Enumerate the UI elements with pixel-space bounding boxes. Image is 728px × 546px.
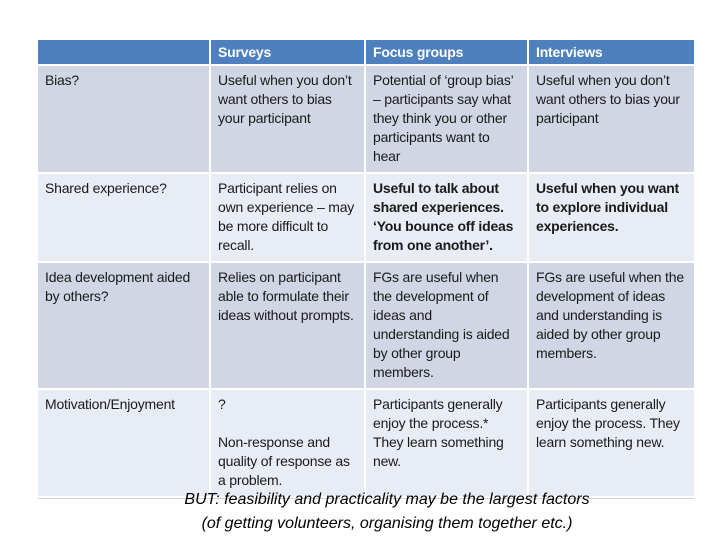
table-row-shared-experience: Shared experience? Participant relies on… xyxy=(38,174,694,263)
cell-motivation-focus-groups: Participants generally enjoy the process… xyxy=(366,390,529,498)
cell-bias-focus-groups: Potential of ‘group bias’ – participants… xyxy=(366,66,529,174)
column-header-interviews: Interviews xyxy=(529,40,694,66)
table-row-bias: Bias? Useful when you don’t want others … xyxy=(38,66,694,174)
comparison-table: Surveys Focus groups Interviews Bias? Us… xyxy=(38,40,694,499)
row-label-bias: Bias? xyxy=(38,66,211,174)
cell-shared-focus-groups: Useful to talk about shared experiences.… xyxy=(366,174,529,263)
row-label-idea-development: Idea development aided by others? xyxy=(38,263,211,390)
row-label-shared-experience: Shared experience? xyxy=(38,174,211,263)
cell-shared-interviews: Useful when you want to explore individu… xyxy=(529,174,694,263)
column-header-surveys: Surveys xyxy=(211,40,366,66)
table-row-motivation: Motivation/Enjoyment ? Non-response and … xyxy=(38,390,694,498)
table-header-row: Surveys Focus groups Interviews xyxy=(38,40,694,66)
table-row-idea-development: Idea development aided by others? Relies… xyxy=(38,263,694,390)
cell-idea-focus-groups: FGs are useful when the development of i… xyxy=(366,263,529,390)
cell-bias-surveys: Useful when you don’t want others to bia… xyxy=(211,66,366,174)
cell-motivation-interviews: Participants generally enjoy the process… xyxy=(529,390,694,498)
footer-note: BUT: feasibility and practicality may be… xyxy=(50,488,724,536)
cell-bias-interviews: Useful when you don’t want others to bia… xyxy=(529,66,694,174)
row-label-motivation: Motivation/Enjoyment xyxy=(38,390,211,498)
footer-line-2: (of getting volunteers, organising them … xyxy=(201,515,573,532)
cell-idea-interviews: FGs are useful when the development of i… xyxy=(529,263,694,390)
cell-motivation-surveys: ? Non-response and quality of response a… xyxy=(211,390,366,498)
column-header-focus-groups: Focus groups xyxy=(366,40,529,66)
footer-line-1: BUT: feasibility and practicality may be… xyxy=(184,491,590,508)
cell-shared-surveys: Participant relies on own experience – m… xyxy=(211,174,366,263)
corner-cell xyxy=(38,40,211,66)
cell-idea-surveys: Relies on participant able to formulate … xyxy=(211,263,366,390)
